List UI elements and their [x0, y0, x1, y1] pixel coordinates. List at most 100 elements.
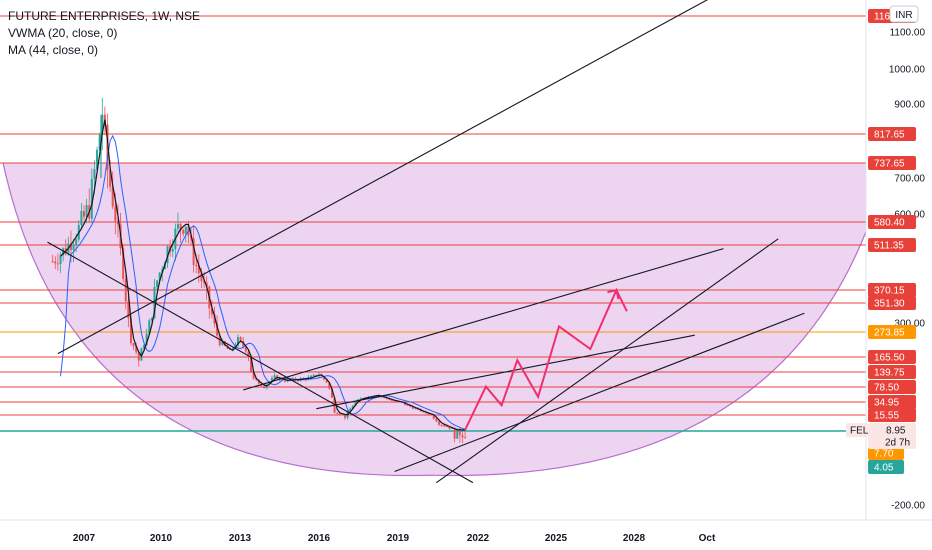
candle-body-57: [200, 273, 203, 281]
price-level-tag-6: 351.30: [868, 296, 916, 310]
extra-tag-1-text: 4.05: [874, 463, 894, 474]
price-level-tag-7: 273.85: [868, 325, 916, 339]
trend-line-1: [47, 241, 474, 484]
x-tick-label-7: 2028: [623, 533, 646, 544]
y-tick-label-3: 700.00: [894, 174, 925, 185]
candle-body-156: [458, 428, 461, 435]
candle-body-100: [312, 374, 315, 376]
symbol-badge-text: FEL: [850, 426, 869, 437]
candle-body-83: [268, 381, 271, 385]
candle-body-99: [310, 375, 313, 378]
candle-body-22: [109, 170, 112, 187]
candle-body-103: [320, 374, 323, 377]
candle-body-61: [210, 308, 213, 315]
candle-body-23: [111, 186, 114, 207]
candle-body-110: [338, 413, 341, 415]
price-level-tag-8-box: [868, 350, 916, 364]
candle-body-105: [325, 379, 328, 383]
candle-body-64: [218, 335, 221, 345]
candle-body-34: [140, 348, 143, 361]
y-tick-label-0: 1100.00: [890, 28, 926, 39]
candle-body-16: [93, 169, 96, 179]
candle-body-48: [176, 223, 179, 229]
candle-body-46: [171, 249, 174, 252]
candle-body-116: [354, 401, 357, 406]
x-tick-label-0: 2007: [73, 533, 96, 544]
currency-badge[interactable]: INR: [889, 5, 919, 23]
candle-body-11: [80, 210, 83, 225]
candle-body-55: [195, 265, 198, 267]
candle-body-142: [422, 411, 425, 413]
trend-line-3: [316, 334, 695, 410]
price-level-tag-9: 139.75: [868, 365, 916, 379]
candle-body-9: [75, 239, 78, 245]
candle-body-79: [257, 379, 260, 384]
candle-body-58: [203, 280, 206, 283]
candle-body-84: [270, 378, 273, 382]
price-level-tag-9-box: [868, 365, 916, 379]
candle-body-3: [59, 255, 62, 264]
x-tick-label-2: 2013: [229, 533, 252, 544]
candle-body-81: [263, 385, 266, 389]
candle-body-85: [273, 375, 276, 379]
price-level-tag-12-box: [868, 408, 916, 422]
candle-body-32: [135, 346, 138, 353]
candle-body-38: [150, 317, 153, 321]
price-level-tag-11: 34.95: [868, 395, 916, 409]
cup-pattern-region: [3, 163, 866, 476]
candle-body-51: [184, 226, 187, 234]
candle-body-17: [96, 149, 99, 170]
candle-body-145: [430, 414, 433, 416]
candle-body-31: [132, 343, 135, 347]
price-level-tag-12: 15.55: [868, 408, 916, 422]
legend-vwma[interactable]: VWMA (20, close, 0): [8, 26, 118, 40]
price-level-tag-8-text: 165.50: [874, 353, 905, 364]
candle-body-59: [205, 282, 208, 287]
countdown-text: 2d 7h: [885, 438, 910, 449]
candle-body-62: [213, 314, 216, 324]
candle-body-35: [143, 345, 146, 349]
currency-badge-text: INR: [895, 10, 912, 21]
price-level-tag-4: 511.35: [868, 238, 916, 252]
x-tick-label-6: 2025: [545, 533, 568, 544]
candle-body-12: [83, 210, 85, 217]
price-level-tag-2-box: [868, 156, 916, 170]
candle-body-114: [349, 408, 352, 412]
candle-body-7: [69, 243, 72, 250]
candle-body-15: [90, 178, 93, 219]
price-level-tag-1-box: [868, 127, 916, 141]
price-level-tag-10-box: [868, 380, 916, 394]
price-level-tag-11-text: 34.95: [874, 398, 899, 409]
candle-body-149: [440, 424, 443, 426]
price-level-tag-5-text: 370.15: [874, 286, 905, 297]
candle-body-104: [323, 376, 326, 380]
legend-ma[interactable]: MA (44, close, 0): [8, 43, 99, 57]
price-level-tag-10-text: 78.50: [874, 383, 899, 394]
candle-body-106: [328, 382, 331, 389]
legend-title[interactable]: FUTURE ENTERPRISES, 1W, NSE: [8, 9, 201, 23]
price-level-tag-3-box: [868, 215, 916, 229]
x-tick-label-1: 2010: [150, 533, 173, 544]
y-tick-label-6: -200.00: [891, 501, 925, 512]
candle-body-25: [116, 220, 119, 225]
extra-tag-0-text: 7.70: [874, 449, 894, 460]
candle-body-109: [336, 412, 339, 414]
candle-body-1: [54, 261, 57, 264]
candle-body-74: [244, 346, 247, 352]
candle-body-69: [231, 348, 234, 350]
price-level-tag-10: 78.50: [868, 380, 916, 394]
candle-body-0: [51, 261, 54, 263]
x-tick-label-8: Oct: [699, 533, 716, 544]
candle-body-146: [432, 414, 435, 419]
candle-body-76: [250, 357, 253, 373]
candle-body-144: [427, 413, 430, 415]
cup-pattern-curve: [2, 162, 866, 477]
candle-body-77: [252, 372, 255, 379]
candle-body-131: [393, 400, 396, 402]
price-level-tag-2: 737.65: [868, 156, 916, 170]
extra-tag-1-box: [868, 460, 904, 474]
y-tick-label-2: 900.00: [894, 100, 925, 111]
price-level-tag-1: 817.65: [868, 127, 916, 141]
